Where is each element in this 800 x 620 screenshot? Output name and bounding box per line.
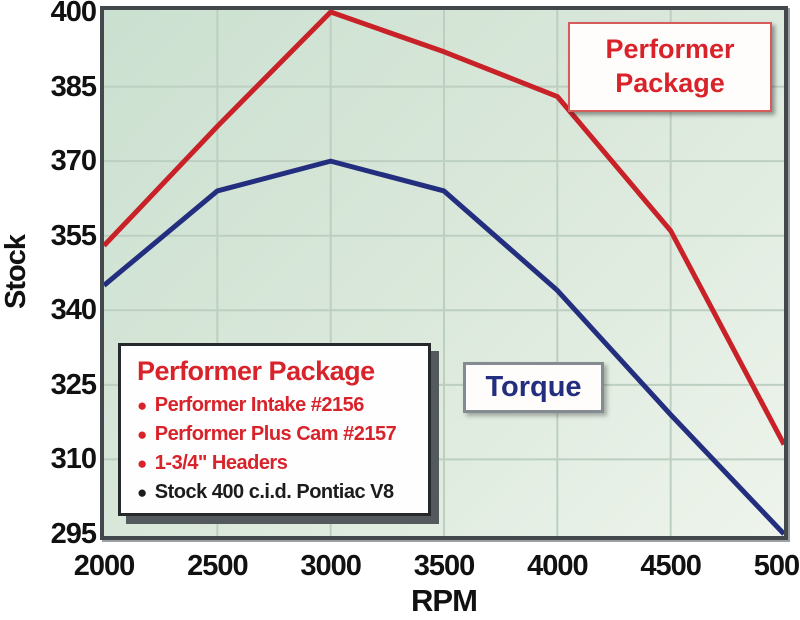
legend-bullet-icon: ● [137,454,147,473]
y-tick-label: 385 [50,70,97,103]
stock-torque-line [104,158,784,536]
legend-title: Performer Package [137,356,375,386]
y-tick-label: 325 [50,368,97,401]
legend-item-text: Stock 400 c.i.d. Pontiac V8 [154,481,394,503]
legend-item: ● 1-3/4" Headers [135,449,416,478]
legend-item: ● Stock 400 c.i.d. Pontiac V8 [135,478,416,507]
x-axis-title: RPM [411,583,478,618]
legend-bullet-icon: ● [137,425,147,444]
torque-callout: Torque [463,362,604,413]
legend-item-text: 1-3/4" Headers [154,452,288,474]
x-tick-label: 2000 [73,550,136,582]
y-tick-label: 370 [50,145,97,178]
legend-item: ● Performer Plus Cam #2157 [135,420,416,449]
legend-item: ● Performer Intake #2156 [135,391,416,420]
x-tick-label: 4500 [640,550,702,582]
x-tick-label: 3000 [300,550,362,582]
legend-bullet-icon: ● [137,396,147,415]
x-tick-label: 3500 [413,550,476,582]
y-tick-label: 355 [50,219,97,252]
y-tick-label: 400 [50,0,97,28]
legend-item-text: Performer Intake #2156 [154,394,365,416]
x-tick-label: 4000 [527,550,589,582]
legend-items: ● Performer Intake #2156 ● Performer Plus C… [135,391,416,507]
performer-package-line [104,10,784,446]
performer-callout-line1: Performer [605,34,735,65]
legend-box: Performer Package ● Performer Intake #215… [118,343,431,516]
x-tick-label: 2500 [187,550,249,582]
performer-package-callout: Performer Package [568,22,772,112]
torque-callout-label: Torque [485,371,582,403]
y-tick-label: 310 [50,443,97,476]
legend-item-text: Performer Plus Cam #2157 [154,423,397,445]
legend-bullet-icon: ● [137,483,147,502]
y-tick-label: 295 [50,518,97,550]
performer-callout-line2: Package [615,68,725,98]
y-tick-label: 340 [50,294,97,327]
x-tick-label: 5000 [753,550,800,582]
